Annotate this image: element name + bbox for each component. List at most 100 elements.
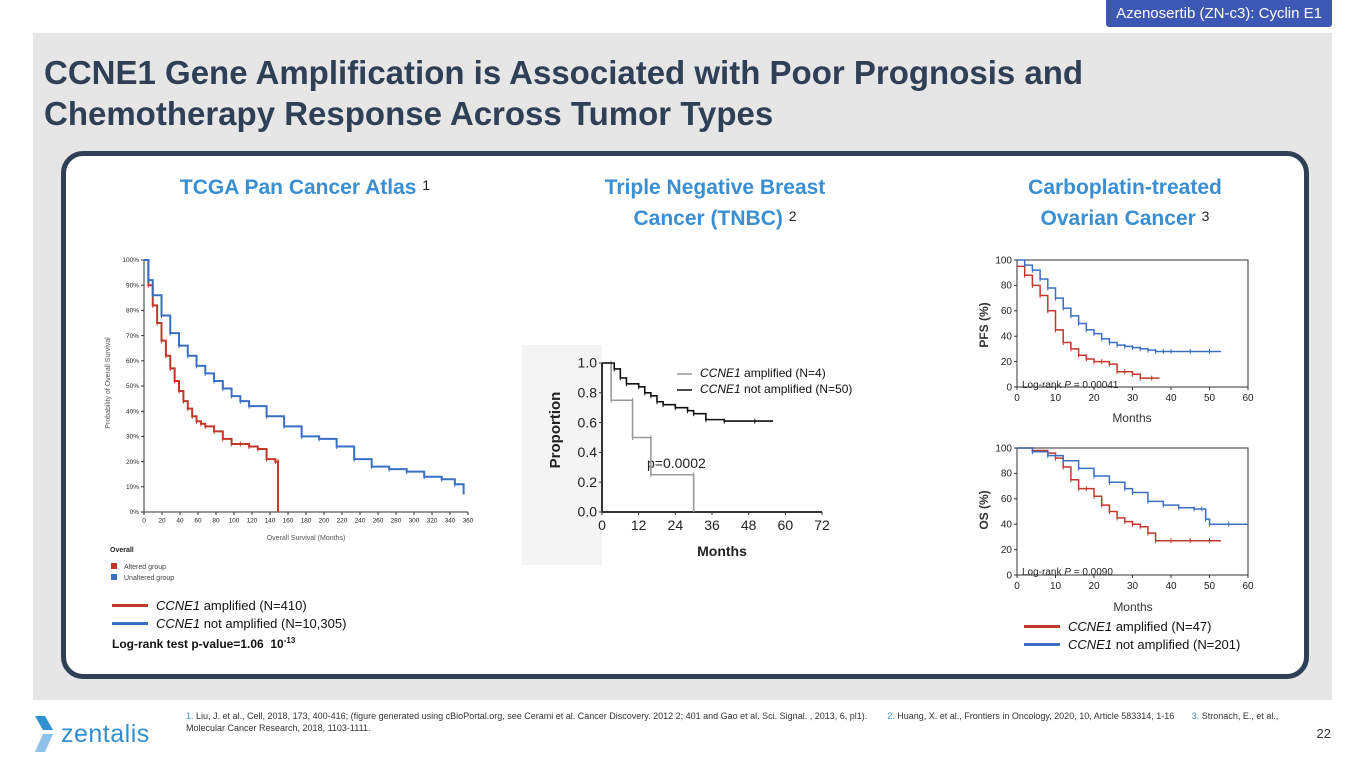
tnbc-x-tick-label: 60 (778, 517, 794, 533)
pfs-logrank: Log-rank P = 0.00041 (1022, 380, 1119, 391)
tcga-ref: 1 (422, 177, 431, 193)
tcga-y-tick-label: 20% (126, 459, 139, 466)
pfs-y-tick-label: 0 (1006, 382, 1012, 393)
slide-title-line2: Chemotherapy Response Across Tumor Types (44, 95, 774, 132)
os-x-tick-label: 40 (1165, 581, 1177, 592)
os-logrank: Log-rank P = 0.0090 (1022, 567, 1113, 578)
ovarian-legend-amp-text: amplified (N=47) (1112, 618, 1212, 634)
os-y-tick-label: 20 (1001, 545, 1013, 556)
tcga-x-tick-label: 200 (319, 518, 330, 525)
tnbc-y-tick-label: 0.0 (578, 504, 598, 520)
ovarian-title-line2: Ovarian Cancer (1040, 207, 1196, 230)
tcga-title: TCGA Pan Cancer Atlas 1 (150, 172, 460, 203)
ovarian-legend-amp: CCNE1 amplified (N=47) (1024, 617, 1240, 635)
os-x-tick-label: 50 (1204, 581, 1216, 592)
tnbc-x-tick-label: 48 (741, 517, 757, 533)
figure-panel (61, 151, 1309, 679)
pfs-series-1-line (1017, 259, 1222, 353)
tcga-pvalue-exp: -13 (283, 636, 296, 645)
footnote-2-num: 2. (887, 711, 895, 721)
tcga-overall-label: Overall (110, 547, 134, 554)
tnbc-pvalue: p=0.0002 (647, 455, 706, 471)
tcga-pvalue-text: Log-rank test p-value=1.06 10 (112, 637, 284, 651)
tcga-y-tick-label: 10% (126, 484, 139, 491)
footnote-1-num: 1. (186, 711, 194, 721)
pfs-y-tick-label: 40 (1001, 332, 1013, 343)
tcga-x-tick-label: 0 (142, 518, 146, 525)
ovarian-legend-not-gene: CCNE1 (1068, 636, 1113, 652)
tcga-unaltered-label: Unaltered group (124, 575, 174, 582)
tcga-x-tick-label: 20 (158, 518, 166, 525)
tcga-y-tick-label: 50% (126, 383, 139, 390)
os-y-tick-label: 100 (995, 443, 1012, 454)
pfs-y-label: PFS (%) (977, 302, 991, 347)
tnbc-y-tick-label: 0.2 (578, 474, 598, 490)
pfs-x-tick-label: 50 (1204, 393, 1216, 404)
tcga-legend-amp: CCNE1 amplified (N=410) (112, 596, 346, 614)
tcga-legend-not-line (112, 621, 148, 625)
ovarian-title-line1: Carboplatin-treated (1028, 176, 1222, 199)
tcga-km-chart: Probability of Overall Survival Overall … (105, 257, 474, 582)
tnbc-legend-not: CCNE1 not amplified (N=50) (700, 382, 852, 396)
tcga-altered-label: Altered group (124, 564, 166, 571)
tnbc-y-tick-label: 1.0 (578, 355, 598, 371)
tcga-x-tick-label: 160 (283, 518, 294, 525)
pfs-y-tick-label: 80 (1001, 281, 1013, 292)
ovarian-legend-not: CCNE1 not amplified (N=201) (1024, 635, 1240, 653)
tnbc-title-line2: Cancer (TNBC) (633, 207, 783, 230)
tcga-x-tick-label: 180 (301, 518, 312, 525)
ovarian-legend-amp-line (1024, 624, 1060, 628)
os-x-tick-label: 10 (1050, 581, 1062, 592)
pfs-series-0-line (1017, 265, 1160, 379)
tcga-x-tick-label: 140 (265, 518, 276, 525)
tcga-x-tick-label: 120 (247, 518, 258, 525)
tcga-altered-swatch (111, 563, 117, 569)
tcga-x-tick-label: 280 (391, 518, 402, 525)
os-y-tick-label: 0 (1006, 570, 1012, 581)
tnbc-title-line1: Triple Negative Breast (604, 176, 826, 199)
tcga-x-tick-label: 220 (337, 518, 348, 525)
tcga-series-1-line (144, 259, 465, 495)
tcga-x-tick-label: 340 (445, 518, 456, 525)
pfs-x-tick-label: 10 (1050, 393, 1062, 404)
pfs-y-tick-label: 20 (1001, 357, 1013, 368)
tnbc-bg (522, 345, 602, 565)
zentalis-logo-text: zentalis (61, 719, 150, 748)
os-x-tick-label: 20 (1088, 581, 1100, 592)
os-series-0-line (1017, 447, 1222, 542)
tcga-y-tick-label: 90% (126, 282, 139, 289)
tcga-y-tick-label: 70% (126, 333, 139, 340)
ovarian-legend-not-line (1024, 642, 1060, 646)
pfs-x-tick-label: 30 (1127, 393, 1139, 404)
tcga-y-tick-label: 80% (126, 308, 139, 315)
pfs-y-tick-label: 100 (995, 255, 1012, 266)
tnbc-y-tick-label: 0.4 (578, 444, 598, 460)
footnote-3-num: 3. (1191, 711, 1200, 721)
pfs-x-tick-label: 20 (1088, 393, 1100, 404)
pfs-x-label: Months (1112, 411, 1151, 425)
ovarian-title: Carboplatin-treated Ovarian Cancer 3 (975, 172, 1275, 234)
os-plot-frame (1016, 447, 1249, 576)
tcga-legend-not: CCNE1 not amplified (N=10,305) (112, 614, 346, 632)
ovarian-pfs-chart: PFS (%) Months Log-rank P = 0.00041 0 10 2… (977, 255, 1254, 425)
tcga-x-tick-label: 100 (229, 518, 240, 525)
os-x-tick-label: 0 (1014, 581, 1020, 592)
tcga-title-text: TCGA Pan Cancer Atlas (179, 176, 417, 199)
tnbc-x-tick-label: 36 (704, 517, 720, 533)
pfs-y-tick-label: 60 (1001, 306, 1013, 317)
tnbc-ref: 2 (788, 208, 797, 224)
zentalis-logo: zentalis (33, 716, 150, 752)
tcga-legend-amp-line (112, 603, 148, 607)
tcga-x-tick-label: 300 (409, 518, 420, 525)
os-x-tick-label: 30 (1127, 581, 1139, 592)
tcga-y-tick-label: 100% (122, 257, 139, 264)
tnbc-km-chart: Proportion Months p=0.0002 CCNE1 amplifi… (522, 345, 852, 565)
tnbc-legend-amp: CCNE1 amplified (N=4) (700, 366, 826, 380)
slide-title-line1: CCNE1 Gene Amplification is Associated w… (44, 54, 1084, 91)
os-y-tick-label: 80 (1001, 469, 1013, 480)
pfs-x-tick-label: 0 (1014, 393, 1020, 404)
tcga-x-tick-label: 260 (373, 518, 384, 525)
tcga-x-tick-label: 40 (176, 518, 184, 525)
ovarian-ref: 3 (1201, 208, 1210, 224)
tcga-legend-not-gene: CCNE1 (156, 615, 201, 631)
